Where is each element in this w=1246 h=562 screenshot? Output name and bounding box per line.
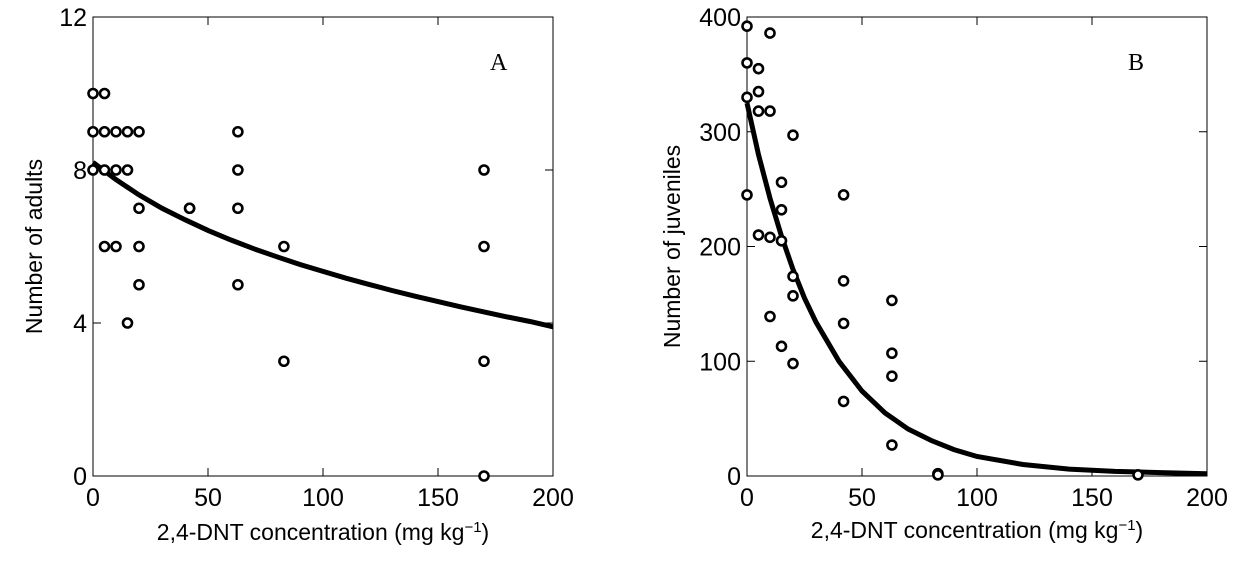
data-point xyxy=(133,202,145,215)
y-tick-label: 12 xyxy=(59,4,87,32)
data-point xyxy=(741,189,753,201)
y-axis-label: Number of adults xyxy=(21,159,47,334)
x-axis-label: 2,4-DNT concentration (mg kg−1) xyxy=(811,517,1143,544)
data-point xyxy=(110,164,122,176)
x-axis-label: 2,4-DNT concentration (mg kg−1) xyxy=(157,519,489,546)
y-tick-label: 300 xyxy=(699,119,741,147)
data-point xyxy=(837,395,850,408)
x-axis-ticks: 0 50 100 150 200 xyxy=(740,17,1228,512)
data-point xyxy=(110,125,122,138)
panel-letter: A xyxy=(490,50,508,76)
data-point xyxy=(98,125,111,138)
y-tick-label: 4 xyxy=(73,310,87,338)
y-tick-label: 0 xyxy=(727,463,741,491)
data-point xyxy=(752,62,765,75)
x-tick-label: 100 xyxy=(956,484,998,512)
data-point xyxy=(741,91,753,104)
data-point xyxy=(775,176,788,189)
data-point xyxy=(752,85,765,98)
data-point xyxy=(110,240,122,253)
data-point xyxy=(932,469,944,481)
data-point xyxy=(133,278,145,291)
x-tick-label: 0 xyxy=(86,484,100,512)
data-point xyxy=(752,105,765,117)
data-point xyxy=(764,105,776,117)
data-point xyxy=(775,340,788,353)
data-point xyxy=(98,164,111,176)
x-tick-label: 50 xyxy=(848,484,876,512)
x-tick-label: 150 xyxy=(417,484,459,512)
data-point xyxy=(741,20,753,32)
data-point xyxy=(886,370,898,382)
data-point xyxy=(775,234,788,247)
data-point xyxy=(886,294,898,307)
y-tick-label: 400 xyxy=(699,4,741,32)
panel-letter: B xyxy=(1128,50,1144,76)
x-tick-label: 200 xyxy=(532,484,574,512)
data-point xyxy=(787,290,799,302)
fitted-curve xyxy=(91,160,554,330)
x-tick-label: 0 xyxy=(740,484,754,512)
plot-frame xyxy=(746,16,1208,477)
data-point xyxy=(87,125,99,138)
panel-b-juveniles: 0 50 100 150 200 0 100 200 300 400 B 2,4-DNT con… xyxy=(659,4,1228,543)
data-point xyxy=(787,129,799,141)
x-tick-label: 100 xyxy=(302,484,344,512)
data-point xyxy=(764,231,776,244)
data-point xyxy=(478,470,490,482)
y-tick-label: 0 xyxy=(73,463,87,491)
data-point xyxy=(837,275,850,287)
data-point xyxy=(764,310,776,323)
data-point xyxy=(886,347,898,360)
data-point xyxy=(98,87,111,100)
data-point xyxy=(478,240,490,253)
data-point xyxy=(837,189,850,201)
data-point xyxy=(121,164,134,176)
data-point xyxy=(886,439,898,451)
data-point xyxy=(787,357,799,370)
y-axis-ticks: 0 4 8 12 xyxy=(59,4,553,491)
x-axis-ticks: 0 50 100 150 200 xyxy=(86,17,574,512)
x-tick-label: 200 xyxy=(1186,484,1228,512)
data-point xyxy=(741,57,753,69)
data-point xyxy=(183,202,196,215)
panel-a-adults: 0 50 100 150 200 0 4 8 12 A 2,4-DNT concentrati… xyxy=(21,4,574,545)
data-point xyxy=(98,240,111,253)
data-point xyxy=(232,278,244,291)
data-point xyxy=(787,270,799,283)
data-point xyxy=(121,317,134,329)
data-point xyxy=(87,87,99,100)
data-point xyxy=(1132,469,1144,481)
data-point xyxy=(121,125,134,138)
y-tick-label: 100 xyxy=(699,348,741,376)
data-point xyxy=(478,164,490,176)
data-point xyxy=(752,229,765,241)
data-point xyxy=(764,27,776,39)
data-points xyxy=(741,20,1144,481)
data-point xyxy=(133,240,145,253)
data-point xyxy=(232,125,244,138)
data-point xyxy=(837,317,850,330)
y-tick-label: 8 xyxy=(73,157,87,185)
data-point xyxy=(232,202,244,215)
data-point xyxy=(232,164,244,176)
data-point xyxy=(278,355,290,368)
fitted-curve xyxy=(744,102,1208,477)
x-tick-label: 50 xyxy=(194,484,222,512)
y-axis-ticks: 0 100 200 300 400 xyxy=(699,4,1207,491)
data-point xyxy=(133,125,145,138)
x-tick-label: 150 xyxy=(1071,484,1113,512)
data-point xyxy=(278,240,290,253)
data-point xyxy=(775,203,788,216)
y-tick-label: 200 xyxy=(699,234,741,262)
data-point xyxy=(87,164,99,176)
y-axis-label: Number of juveniles xyxy=(659,145,685,348)
data-point xyxy=(478,355,490,368)
data-points xyxy=(87,87,490,482)
